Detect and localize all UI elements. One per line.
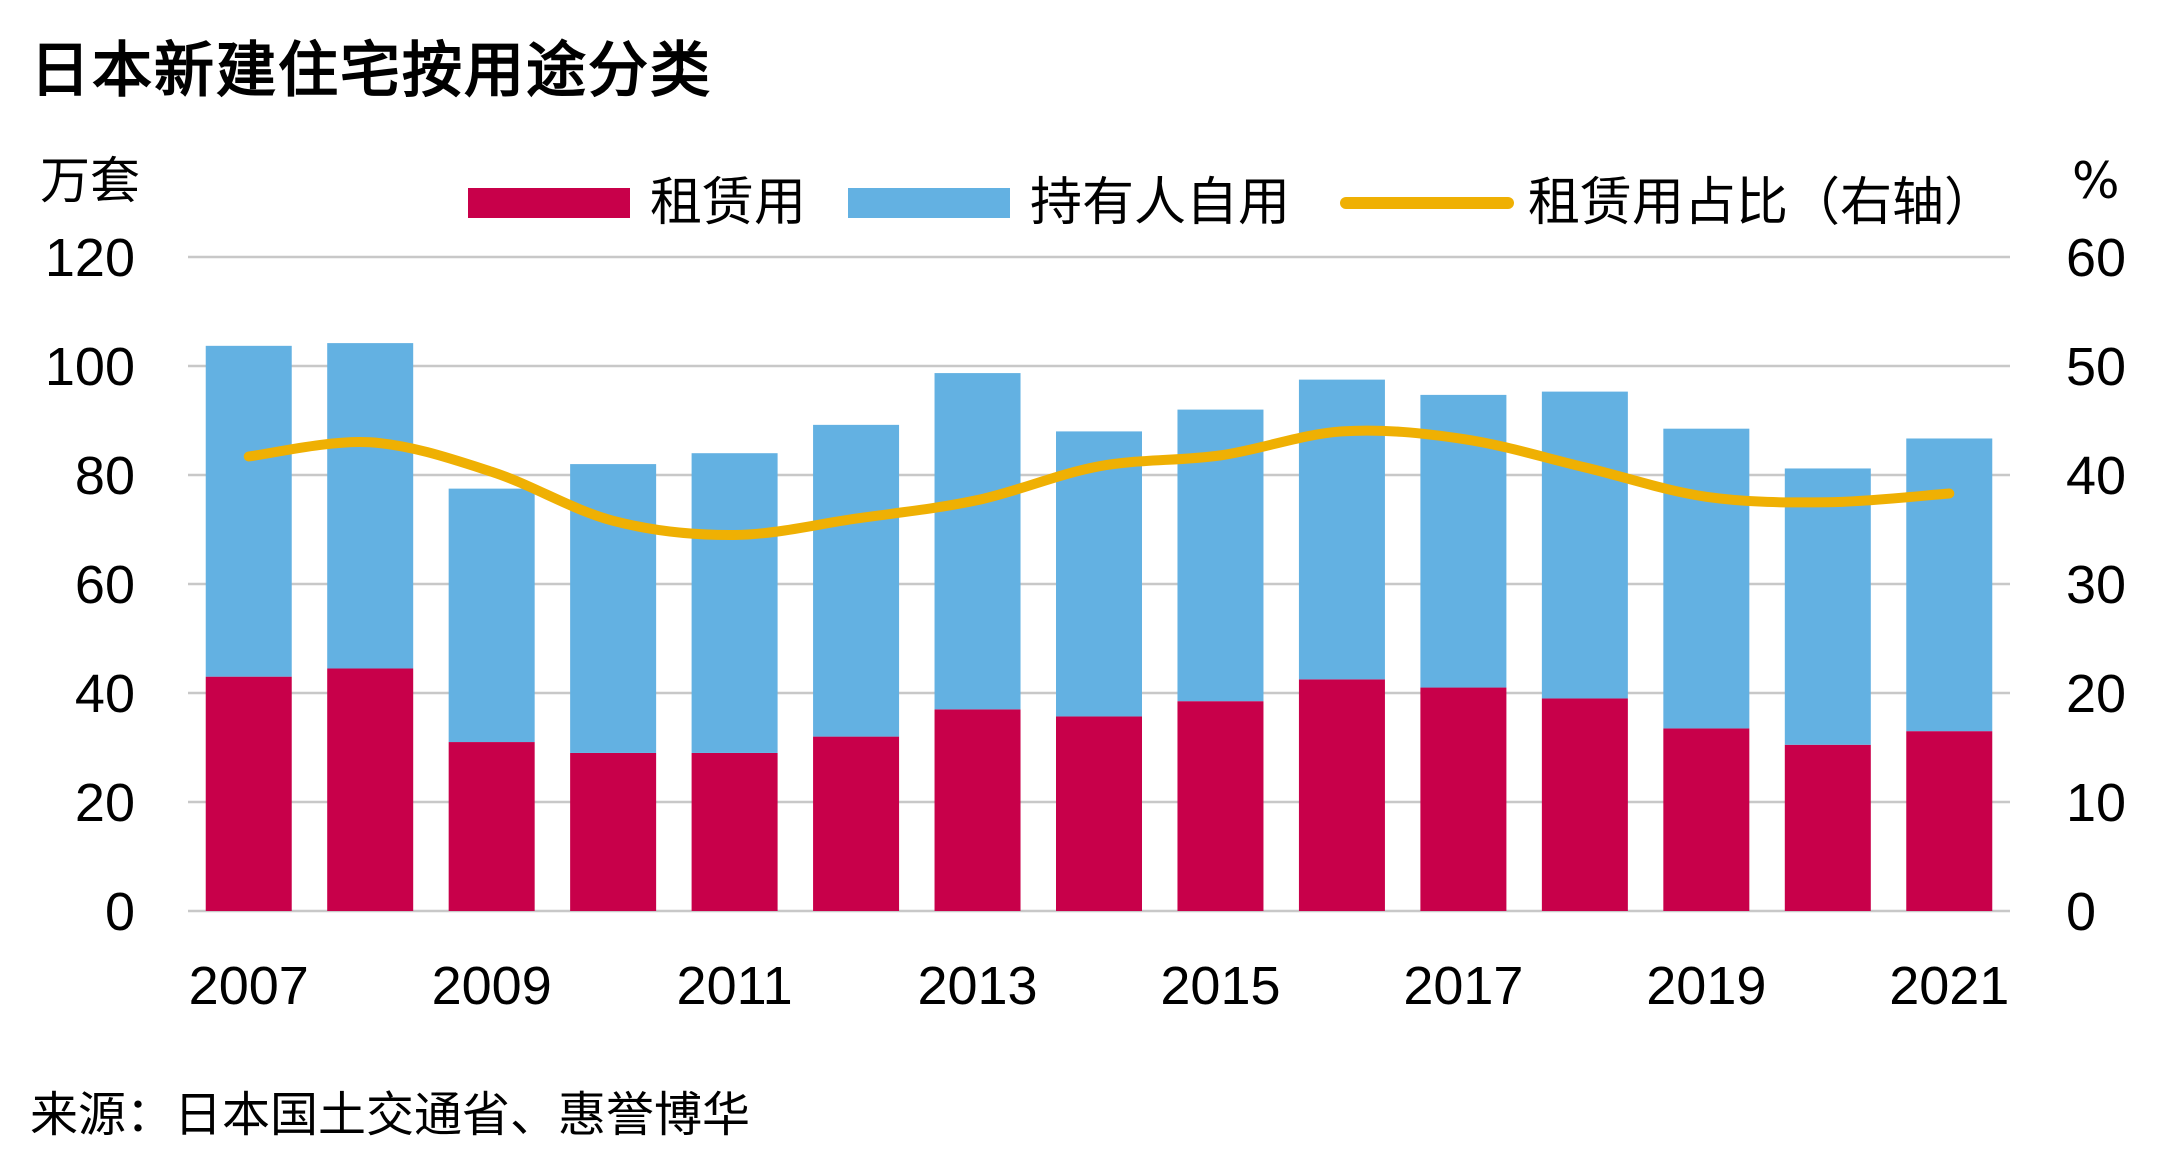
bar-rental-2020 [1784,744,1871,911]
line-point-2011 [733,533,736,536]
x-axis-ticks: 2007 2009 2011 2013 2015 2017 2019 2021 [189,956,2010,1016]
left-axis-unit: 万套 [40,152,140,210]
bar-rental-2017 [1420,687,1507,911]
bar-rental-2015 [1177,701,1264,911]
line-point-2015 [1219,454,1222,457]
x-tick-label: 2015 [1160,956,1280,1016]
bar-rental-2007 [205,676,292,911]
line-point-2012 [855,517,858,520]
x-tick-label: 2013 [917,956,1037,1016]
right-tick-label: 50 [2066,337,2126,397]
bar-rental-2011 [691,752,778,911]
left-tick-label: 40 [75,664,135,724]
x-tick-label: 2021 [1889,956,2009,1016]
line-point-2018 [1583,466,1586,469]
bar-rental-2016 [1298,679,1385,911]
right-axis-unit: % [2072,152,2120,210]
right-tick-label: 60 [2066,228,2126,288]
left-tick-label: 0 [105,882,135,942]
right-tick-label: 40 [2066,446,2126,506]
legend: 租赁用 持有人自用 租赁用占比（右轴） [468,173,1996,233]
left-axis-ticks: 0 20 40 60 80 100 120 [45,228,135,942]
bar-owner-2011 [691,453,778,753]
bar-rental-2012 [813,736,900,911]
bar-owner-2019 [1663,428,1750,729]
line-point-2013 [976,499,979,502]
bar-owner-2012 [813,424,900,737]
line-point-2008 [369,441,372,444]
x-tick-label: 2011 [677,956,793,1016]
bar-owner-2014 [1056,431,1142,717]
right-tick-label: 20 [2066,664,2126,724]
left-tick-label: 60 [75,555,135,615]
bar-rental-2019 [1663,728,1750,911]
bar-series [205,343,1993,911]
left-tick-label: 20 [75,773,135,833]
bar-rental-2009 [448,742,535,911]
bar-owner-2007 [205,345,292,677]
line-point-2021 [1948,492,1951,495]
x-tick-label: 2019 [1646,956,1766,1016]
right-tick-label: 10 [2066,773,2126,833]
right-tick-label: 0 [2066,882,2096,942]
bar-rental-2013 [934,709,1021,911]
legend-swatch-rental [468,188,630,218]
line-point-2010 [612,519,615,522]
x-tick-label: 2017 [1403,956,1523,1016]
bar-rental-2008 [327,668,414,911]
line-point-2019 [1705,495,1708,498]
chart-title: 日本新建住宅按用途分类 [30,36,712,106]
legend-swatch-owner [848,188,1010,218]
legend-label-share: 租赁用占比（右轴） [1528,173,1996,233]
line-point-2016 [1340,430,1343,433]
x-tick-label: 2009 [432,956,552,1016]
line-point-2007 [247,455,250,458]
line-point-2017 [1462,438,1465,441]
bar-rental-2021 [1906,731,1993,911]
line-point-2020 [1826,501,1829,504]
bar-owner-2016 [1298,379,1385,680]
left-tick-label: 80 [75,446,135,506]
right-tick-label: 30 [2066,555,2126,615]
line-series [243,425,1955,540]
bar-owner-2018 [1541,391,1628,699]
source-note: 来源：日本国土交通省、惠誉博华 [30,1087,751,1143]
legend-label-owner: 持有人自用 [1030,173,1290,233]
bar-rental-2014 [1056,716,1142,911]
bar-owner-2013 [934,373,1021,710]
bar-owner-2020 [1784,468,1871,745]
legend-label-rental: 租赁用 [650,173,806,233]
bar-owner-2021 [1906,438,1993,732]
x-tick-label: 2007 [189,956,309,1016]
right-axis-ticks: 0 10 20 30 40 50 60 [2066,228,2126,942]
line-point-2009 [490,470,493,473]
bar-owner-2009 [448,488,535,743]
bar-owner-2008 [327,343,414,669]
left-tick-label: 120 [45,228,135,288]
left-tick-label: 100 [45,337,135,397]
bar-rental-2018 [1541,698,1628,911]
bar-rental-2010 [570,752,657,911]
line-point-2014 [1098,465,1100,468]
